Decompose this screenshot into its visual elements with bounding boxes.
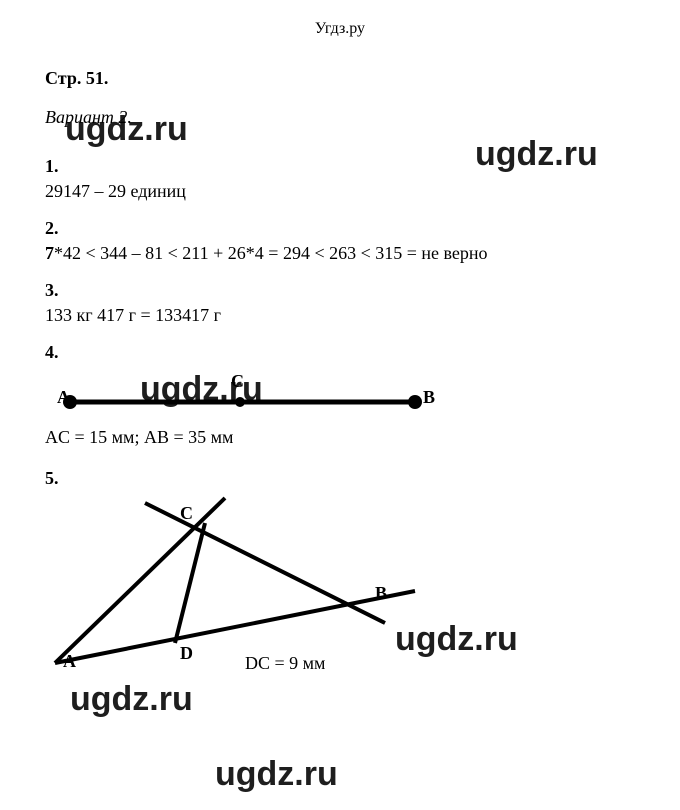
q5-number: 5.	[45, 468, 660, 489]
page-label: Стр. 51.	[45, 68, 660, 89]
q1-number: 1.	[45, 156, 660, 177]
q3-text: 133 кг 417 г = 133417 г	[45, 305, 660, 326]
q5-label-a: A	[63, 651, 76, 672]
q2-text-inner: 7*42 < 344 – 81 < 211 + 26*4 = 294 < 263…	[45, 243, 488, 263]
q3-number: 3.	[45, 280, 660, 301]
variant-label: Вариант 2.	[45, 107, 660, 128]
q2-number: 2.	[45, 218, 660, 239]
q4-diagram: A C B	[45, 367, 465, 427]
q5-label-d: D	[180, 643, 193, 664]
q4-answer: AC = 15 мм; AB = 35 мм	[45, 427, 660, 448]
watermark: ugdz.ru	[70, 680, 193, 719]
q4-svg	[45, 367, 465, 427]
q4-label-b: B	[423, 387, 435, 408]
site-header: Угдз.ру	[0, 0, 680, 68]
q5-diagram: A B C D DC = 9 мм	[45, 493, 465, 683]
content: Стр. 51. Вариант 2. 1. 29147 – 29 единиц…	[0, 68, 680, 683]
q5-label-c: C	[180, 503, 193, 524]
q4-label-a: A	[57, 387, 70, 408]
q5-label-b: B	[375, 583, 387, 604]
q4-label-c: C	[231, 371, 244, 392]
q5-answer: DC = 9 мм	[245, 653, 325, 674]
q1-text: 29147 – 29 единиц	[45, 181, 660, 202]
q4-number: 4.	[45, 342, 660, 363]
q2-text: 7*42 < 344 – 81 < 211 + 26*4 = 294 < 263…	[45, 243, 660, 264]
watermark: ugdz.ru	[215, 755, 338, 794]
